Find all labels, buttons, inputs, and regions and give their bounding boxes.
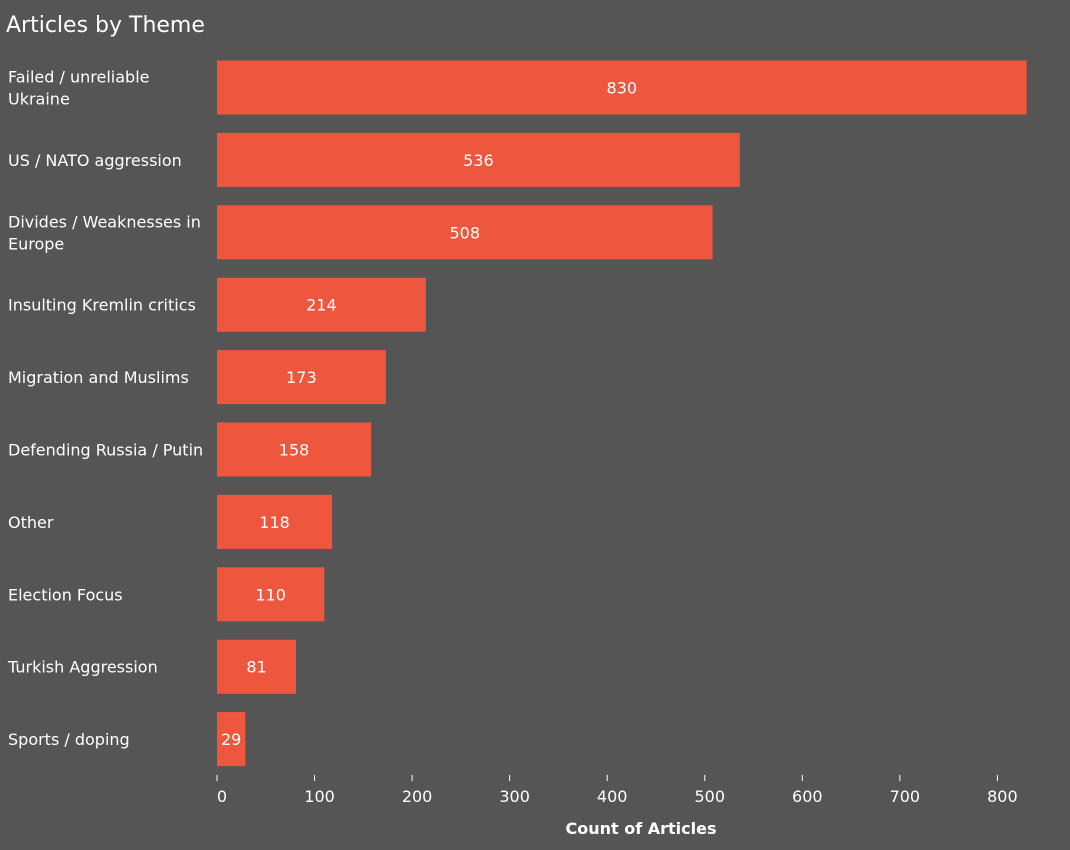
x-tick-label-7: 700 <box>890 787 921 806</box>
value-label-2: 508 <box>450 223 481 242</box>
value-label-0: 830 <box>607 79 638 98</box>
bar-2 <box>217 205 713 260</box>
bar-6 <box>217 494 333 549</box>
bars <box>217 60 1027 767</box>
value-label-5: 158 <box>279 441 310 460</box>
value-label-7: 110 <box>255 585 286 604</box>
x-tick-label-2: 200 <box>402 787 433 806</box>
bar-1 <box>217 132 740 187</box>
category-label-7: Election Focus <box>8 585 123 604</box>
x-axis-title: Count of Articles <box>565 819 716 838</box>
value-label-8: 81 <box>246 658 266 677</box>
bar-0 <box>217 60 1027 115</box>
x-tick-label-6: 600 <box>792 787 823 806</box>
x-tick-label-8: 800 <box>987 787 1018 806</box>
x-tick-label-1: 100 <box>304 787 335 806</box>
bar-8 <box>217 639 297 694</box>
category-labels: Failed / unreliable Ukraine US / NATO aggr… <box>7 68 203 750</box>
value-label-3: 214 <box>306 296 337 315</box>
category-label-2: Divides / Weaknesses in Europe <box>8 212 201 253</box>
x-tick-label-3: 300 <box>499 787 530 806</box>
x-axis: 0 100 200 300 400 500 600 700 800 <box>216 775 1018 806</box>
category-label-3: Insulting Kremlin critics <box>8 296 196 315</box>
bar-7 <box>217 567 325 622</box>
bar-5 <box>217 422 372 477</box>
bar-4 <box>217 350 386 405</box>
value-label-6: 118 <box>259 513 290 532</box>
category-label-9: Sports / doping <box>8 730 130 749</box>
x-tick-label-0: 0 <box>217 787 227 806</box>
bar-9 <box>217 712 246 767</box>
value-label-9: 29 <box>221 730 241 749</box>
chart-title: Articles by Theme <box>6 13 205 38</box>
category-label-1: US / NATO aggression <box>8 151 182 170</box>
category-label-4: Migration and Muslims <box>8 368 189 387</box>
bar-3 <box>217 277 426 332</box>
x-tick-label-4: 400 <box>597 787 628 806</box>
category-label-6: Other <box>8 513 54 532</box>
value-label-1: 536 <box>463 151 494 170</box>
value-label-4: 173 <box>286 368 317 387</box>
category-label-8: Turkish Aggression <box>7 658 158 677</box>
category-label-5: Defending Russia / Putin <box>8 441 203 460</box>
category-label-0: Failed / unreliable Ukraine <box>8 68 149 109</box>
x-tick-label-5: 500 <box>694 787 725 806</box>
value-labels: 830 536 508 214 173 158 118 110 81 29 <box>221 79 637 750</box>
